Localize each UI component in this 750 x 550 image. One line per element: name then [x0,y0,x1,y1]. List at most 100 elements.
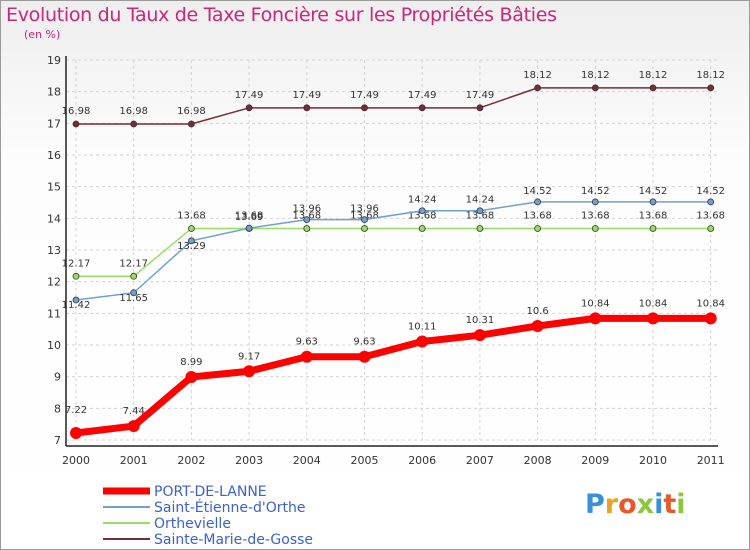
data-point [476,225,484,232]
y-tick-label: 17 [47,117,61,130]
data-point [418,104,426,112]
data-label: 18.12 [523,70,552,81]
data-label: 14.52 [639,186,668,197]
data-label: 14.24 [466,195,495,206]
data-label: 17.49 [466,90,495,101]
data-point [130,120,138,128]
data-label: 10.11 [408,322,437,333]
series-line [75,314,711,437]
y-tick-label: 10 [47,339,61,352]
data-point [127,420,140,433]
data-label: 16.98 [62,106,91,117]
series-line [75,201,711,301]
data-point [649,198,657,206]
data-label: 14.52 [523,186,552,197]
legend-item: Sainte-Marie-de-Gosse [103,532,313,548]
data-point [707,84,715,92]
data-point [245,224,253,232]
data-label: 18.12 [696,70,725,81]
logo-letter: o [618,489,637,520]
data-label: 13.96 [292,204,321,215]
y-tick-label: 14 [47,212,61,225]
logo-letter: P [585,489,605,520]
data-label: 11.65 [119,293,148,304]
data-point [476,104,484,112]
data-label: 9.63 [296,337,318,348]
logo-letter: x [636,489,655,520]
data-point [303,216,311,224]
x-tick-label: 2005 [351,454,379,467]
data-label: 13.68 [696,210,725,221]
data-label: 17.49 [292,90,321,101]
data-label: 13.96 [350,204,379,215]
data-label: 7.22 [65,405,87,416]
legend-label: Orthevielle [154,516,231,532]
logo-letter: i [676,489,686,520]
data-point [187,120,195,128]
data-point [707,225,715,232]
data-point [72,120,80,128]
x-tick-label: 2011 [697,454,725,467]
data-point [130,289,138,297]
data-label: 16.98 [177,106,206,117]
data-point [649,84,657,92]
chart-subtitle: (en %) [24,28,61,41]
data-label: 14.24 [408,195,437,206]
data-point [534,84,541,92]
data-point [303,225,311,232]
data-label: 17.49 [408,90,437,101]
data-point [531,320,544,332]
data-label: 7.44 [123,406,145,417]
legend: PORT-DE-LANNESaint-Étienne-d'OrtheOrthev… [103,484,313,548]
data-label: 13.69 [235,212,264,223]
series-sainte-marie-de-gosse: 16.98 16.98 16.98 17.49 17.49 17.49 17.49 17.49… [62,70,725,128]
x-tick-label: 2009 [581,454,609,467]
data-label: 10.31 [466,315,495,326]
data-point [591,84,599,92]
data-point [358,350,371,363]
data-label: 9.17 [238,351,260,362]
legend-item: Orthevielle [103,516,231,532]
legend-label: Sainte-Marie-de-Gosse [154,532,313,548]
x-tick-label: 2010 [639,454,667,467]
data-label: 10.84 [696,298,725,309]
y-tick-label: 13 [47,244,61,257]
data-label: 13.68 [466,210,495,221]
data-label: 13.68 [581,210,610,221]
data-point [707,198,715,206]
data-label: 12.17 [62,258,91,269]
data-point [534,225,541,232]
axes: 7 8 9 10 11 12 13 14 15 16 17 18 19 2000 2001 2002 2003 2… [47,54,725,467]
legend-label: Saint-Étienne-d'Orthe [154,499,306,516]
y-tick-label: 12 [47,276,61,289]
data-label: 13.29 [177,241,206,252]
data-label: 9.63 [353,337,375,348]
data-point [187,237,195,245]
data-point [361,225,368,232]
y-tick-label: 9 [54,371,61,384]
data-label: 12.17 [119,258,148,269]
data-label: 13.68 [350,210,379,221]
data-label: 16.98 [119,106,148,117]
logo-letter: t [663,489,677,520]
data-label: 8.99 [180,357,202,368]
legend-item: Saint-Étienne-d'Orthe [103,499,306,516]
proxiti-logo: Proxiti [585,489,686,520]
y-tick-label: 7 [54,434,61,447]
logo-letter: i [654,489,664,520]
data-label: 18.12 [581,70,610,81]
data-label: 14.52 [696,186,725,197]
data-label: 13.68 [408,210,437,221]
data-point [476,207,484,215]
data-point [185,370,198,383]
legend-item: PORT-DE-LANNE [103,484,267,500]
series-port-de-lanne: 7.22 7.44 8.99 9.17 9.63 9.63 10.11 10.31 10.6 10… [65,298,725,440]
x-tick-label: 2002 [177,454,205,467]
data-point [418,225,426,232]
data-point [418,207,426,215]
data-point [187,225,195,232]
x-tick-label: 2006 [408,454,436,467]
data-point [591,225,599,232]
data-point [245,104,253,112]
